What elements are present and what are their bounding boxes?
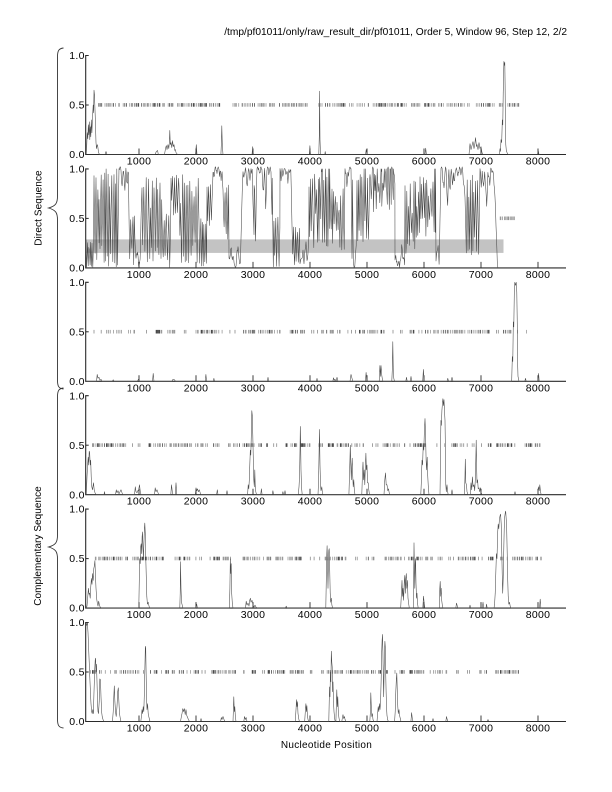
svg-text:0.5: 0.5: [69, 100, 85, 112]
svg-text:5000: 5000: [355, 156, 380, 168]
svg-text:4000: 4000: [298, 723, 323, 735]
svg-text:1.0: 1.0: [69, 277, 85, 289]
svg-text:7000: 7000: [469, 269, 494, 281]
svg-text:3000: 3000: [241, 723, 266, 735]
svg-text:3000: 3000: [241, 496, 266, 508]
svg-text:8000: 8000: [526, 496, 551, 508]
svg-text:5000: 5000: [355, 269, 380, 281]
svg-text:5000: 5000: [355, 496, 380, 508]
svg-text:1000: 1000: [127, 496, 152, 508]
svg-text:5000: 5000: [355, 723, 380, 735]
svg-text:0.0: 0.0: [69, 603, 85, 615]
svg-text:1000: 1000: [127, 156, 152, 168]
svg-text:6000: 6000: [412, 382, 437, 394]
svg-text:1.0: 1.0: [69, 390, 85, 402]
svg-text:6000: 6000: [412, 723, 437, 735]
svg-text:0.5: 0.5: [69, 440, 85, 452]
svg-text:2000: 2000: [184, 156, 209, 168]
svg-text:7000: 7000: [469, 382, 494, 394]
svg-text:4000: 4000: [298, 269, 323, 281]
svg-text:2000: 2000: [184, 269, 209, 281]
svg-text:7000: 7000: [469, 609, 494, 621]
svg-text:0.5: 0.5: [69, 667, 85, 679]
svg-text:/tmp/pf01011/only/raw_result_d: /tmp/pf01011/only/raw_result_dir/pf01011…: [224, 27, 567, 38]
svg-text:0.0: 0.0: [69, 716, 85, 728]
svg-text:0.0: 0.0: [69, 149, 85, 161]
svg-text:0.0: 0.0: [69, 263, 85, 275]
svg-text:Direct Sequence: Direct Sequence: [34, 170, 45, 246]
svg-text:2000: 2000: [184, 723, 209, 735]
svg-text:3000: 3000: [241, 382, 266, 394]
svg-text:6000: 6000: [412, 496, 437, 508]
svg-text:8000: 8000: [526, 269, 551, 281]
svg-text:8000: 8000: [526, 609, 551, 621]
svg-text:8000: 8000: [526, 156, 551, 168]
svg-text:6000: 6000: [412, 269, 437, 281]
svg-text:4000: 4000: [298, 496, 323, 508]
svg-text:2000: 2000: [184, 382, 209, 394]
svg-text:4000: 4000: [298, 382, 323, 394]
svg-text:1000: 1000: [127, 723, 152, 735]
svg-text:1000: 1000: [127, 269, 152, 281]
svg-text:1.0: 1.0: [69, 50, 85, 62]
svg-text:0.5: 0.5: [69, 553, 85, 565]
svg-text:1.0: 1.0: [69, 617, 85, 629]
svg-text:8000: 8000: [526, 382, 551, 394]
svg-text:Complementary Sequence: Complementary Sequence: [33, 486, 44, 606]
svg-text:7000: 7000: [469, 156, 494, 168]
svg-text:0.0: 0.0: [69, 489, 85, 501]
svg-text:1000: 1000: [127, 609, 152, 621]
svg-text:7000: 7000: [469, 723, 494, 735]
svg-text:2000: 2000: [184, 496, 209, 508]
svg-text:3000: 3000: [241, 269, 266, 281]
svg-text:4000: 4000: [298, 156, 323, 168]
svg-text:1.0: 1.0: [69, 164, 85, 176]
svg-text:0.5: 0.5: [69, 326, 85, 338]
svg-text:2000: 2000: [184, 609, 209, 621]
svg-text:1000: 1000: [127, 382, 152, 394]
svg-text:6000: 6000: [412, 609, 437, 621]
svg-text:3000: 3000: [241, 156, 266, 168]
svg-text:4000: 4000: [298, 609, 323, 621]
svg-text:1.0: 1.0: [69, 504, 85, 516]
svg-text:5000: 5000: [355, 609, 380, 621]
svg-text:0.5: 0.5: [69, 213, 85, 225]
svg-text:0.0: 0.0: [69, 376, 85, 388]
svg-text:Nucleotide Position: Nucleotide Position: [281, 740, 372, 751]
svg-text:8000: 8000: [526, 723, 551, 735]
svg-text:7000: 7000: [469, 496, 494, 508]
svg-text:6000: 6000: [412, 156, 437, 168]
svg-text:3000: 3000: [241, 609, 266, 621]
svg-text:5000: 5000: [355, 382, 380, 394]
